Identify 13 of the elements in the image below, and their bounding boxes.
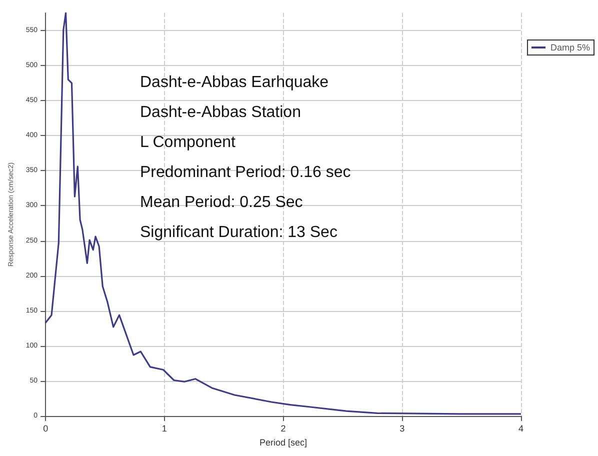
legend-label: Damp 5% [550, 42, 590, 52]
annotation: Mean Period: 0.25 Sec [140, 193, 304, 213]
annotation: Predominant Period: 0.16 sec [140, 163, 351, 183]
annotation: Significant Duration: 13 Sec [140, 223, 338, 243]
x-tick-label: 0 [43, 424, 48, 434]
x-tick-label: 4 [518, 424, 524, 434]
annotation: L Component [140, 133, 236, 153]
annotation: Dasht-e-Abbas Earhquake [140, 73, 330, 93]
x-tick-label: 3 [400, 424, 405, 434]
x-axis-title: Period [sec] [260, 437, 308, 448]
x-tick-label: 2 [280, 424, 286, 434]
x-tick-label: 1 [162, 424, 167, 434]
annotation: Dasht-e-Abbas Station [140, 103, 302, 123]
